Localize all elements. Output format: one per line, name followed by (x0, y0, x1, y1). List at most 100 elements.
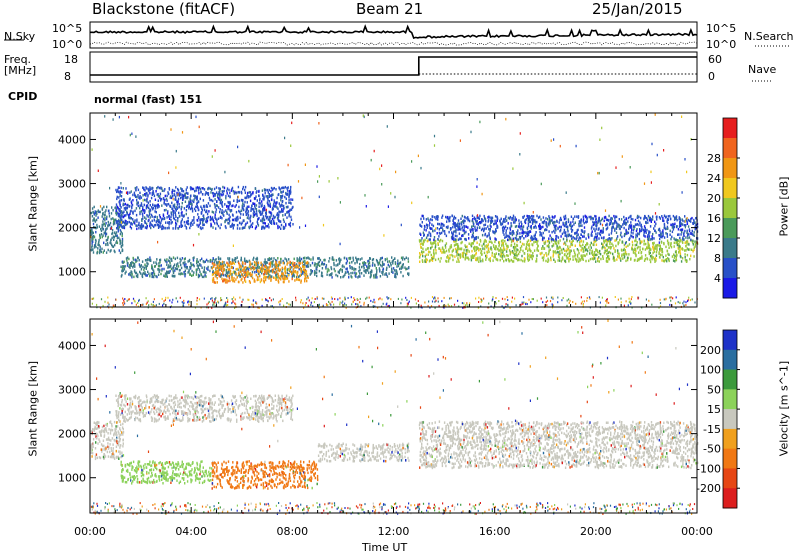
power-band1-cell (225, 271, 228, 274)
power-band4-cell (604, 247, 606, 250)
power-band5-cell (673, 224, 675, 227)
power-band4-cell (586, 253, 588, 256)
power-band5-cell (503, 233, 505, 236)
power-band3-cell (262, 209, 264, 212)
power-band3-cell (262, 218, 264, 221)
power-band4-cell (500, 255, 502, 258)
power-band1-cell (157, 273, 160, 276)
power-band4-cell (613, 247, 615, 250)
power-band1-cell (245, 259, 248, 263)
power-band5-cell (529, 220, 531, 224)
power-band4-cell (684, 256, 686, 259)
power-band5-cell (466, 217, 468, 220)
power-band1-cell (219, 275, 222, 278)
power-band3-cell (154, 210, 156, 213)
power-band4-cell (424, 238, 426, 242)
power-band5-cell (683, 238, 685, 241)
power-band1-cell (275, 275, 277, 279)
power-band5-cell (500, 223, 502, 226)
power-band1-cell (272, 260, 274, 263)
power-band5-cell (534, 224, 537, 228)
power-band2-cell (247, 272, 249, 275)
power-band5-cell (630, 217, 632, 221)
power-band5-cell (579, 224, 582, 227)
power-band0-cell (104, 230, 106, 233)
power-band3-cell (139, 197, 141, 200)
power-band5-cell (636, 214, 639, 218)
power-band2-cell (264, 271, 266, 275)
power-band0-cell (115, 206, 117, 209)
power-band2-cell (288, 280, 290, 283)
power-band5-cell (662, 233, 664, 237)
power-band3-cell (255, 195, 257, 198)
power-band3-cell (120, 186, 122, 190)
power-band5-cell (580, 233, 582, 236)
power-band5-cell (485, 227, 487, 230)
power-band5-cell (511, 217, 513, 220)
power-band4-cell (510, 258, 513, 262)
power-band3-cell (157, 195, 160, 198)
power-band0-cell (105, 227, 107, 231)
power-band2-cell (299, 274, 302, 277)
power-band3-cell (142, 209, 144, 212)
power-band2-cell (278, 276, 281, 280)
power-band1-cell (388, 265, 391, 268)
power-band3-cell (177, 219, 179, 223)
power-band4-cell (527, 249, 529, 253)
power-band3-cell (269, 211, 271, 214)
power-band3-cell (149, 203, 151, 207)
power-band5-cell (437, 215, 439, 218)
power-band3-cell (183, 194, 185, 197)
power-band4-cell (584, 254, 586, 258)
power-band4-cell (561, 256, 564, 259)
power-noise-cell (307, 304, 309, 307)
power-band4-cell (676, 239, 679, 242)
power-band3-cell (193, 194, 195, 197)
power-band3-cell (200, 190, 202, 194)
power-band3-cell (144, 193, 146, 196)
power-band5-cell (548, 215, 550, 218)
power-band3-cell (140, 210, 143, 213)
power-band5-cell (457, 238, 460, 241)
power-band5-cell (593, 222, 595, 225)
power-band5-cell (454, 216, 457, 220)
power-band3-cell (200, 211, 203, 214)
power-band3-cell (288, 214, 290, 218)
power-band1-cell (242, 264, 244, 268)
power-band5-cell (454, 229, 456, 233)
power-band5-cell (503, 229, 505, 233)
power-band5-cell (487, 216, 489, 219)
power-band1-cell (389, 262, 392, 265)
cpid-label: CPID (8, 90, 38, 103)
power-band0-cell (110, 217, 112, 221)
power-band0-cell (107, 243, 109, 247)
power-band5-cell (464, 225, 466, 228)
power-band3-cell (128, 215, 130, 219)
power-band0-cell (114, 233, 117, 236)
power-band3-cell (147, 193, 149, 197)
power-band3-cell (226, 192, 228, 195)
power-band3-cell (273, 216, 275, 220)
power-band3-cell (163, 216, 166, 220)
power-band3-cell (268, 204, 270, 208)
power-band2-cell (281, 266, 283, 270)
power-band2-cell (238, 280, 240, 284)
power-band3-cell (175, 209, 177, 212)
power-band3-cell (175, 219, 177, 222)
power-band4-cell (473, 239, 476, 243)
power-band3-cell (198, 191, 200, 195)
power-band4-cell (461, 252, 464, 255)
power-band3-cell (151, 215, 153, 218)
power-band2-cell (213, 265, 215, 268)
power-band5-cell (503, 225, 505, 229)
power-band2-cell (229, 268, 231, 271)
power-band1-cell (364, 263, 366, 266)
power-band5-cell (512, 216, 514, 220)
power-band5-cell (449, 215, 451, 219)
power-band3-cell (261, 211, 264, 214)
power-band1-cell (135, 274, 138, 278)
power-band3-cell (130, 202, 133, 205)
power-band5-cell (442, 229, 444, 233)
power-band5-cell (602, 227, 604, 230)
power-band1-cell (293, 257, 295, 261)
